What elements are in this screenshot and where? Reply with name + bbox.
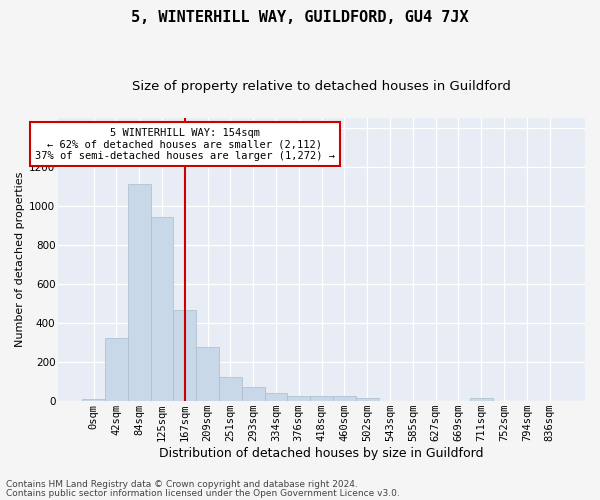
Text: 5, WINTERHILL WAY, GUILDFORD, GU4 7JX: 5, WINTERHILL WAY, GUILDFORD, GU4 7JX: [131, 10, 469, 25]
Bar: [333, 396, 356, 401]
X-axis label: Distribution of detached houses by size in Guildford: Distribution of detached houses by size …: [160, 447, 484, 460]
Bar: [310, 396, 333, 401]
Text: 5 WINTERHILL WAY: 154sqm
← 62% of detached houses are smaller (2,112)
37% of sem: 5 WINTERHILL WAY: 154sqm ← 62% of detach…: [35, 128, 335, 160]
Bar: [470, 398, 493, 401]
Bar: [265, 393, 287, 401]
Bar: [173, 310, 196, 401]
Title: Size of property relative to detached houses in Guildford: Size of property relative to detached ho…: [132, 80, 511, 93]
Y-axis label: Number of detached properties: Number of detached properties: [15, 172, 25, 347]
Bar: [151, 218, 173, 401]
Bar: [196, 348, 219, 401]
Text: Contains HM Land Registry data © Crown copyright and database right 2024.: Contains HM Land Registry data © Crown c…: [6, 480, 358, 489]
Bar: [128, 184, 151, 401]
Text: Contains public sector information licensed under the Open Government Licence v3: Contains public sector information licen…: [6, 488, 400, 498]
Bar: [219, 376, 242, 401]
Bar: [356, 398, 379, 401]
Bar: [82, 399, 105, 401]
Bar: [242, 388, 265, 401]
Bar: [105, 338, 128, 401]
Bar: [287, 396, 310, 401]
